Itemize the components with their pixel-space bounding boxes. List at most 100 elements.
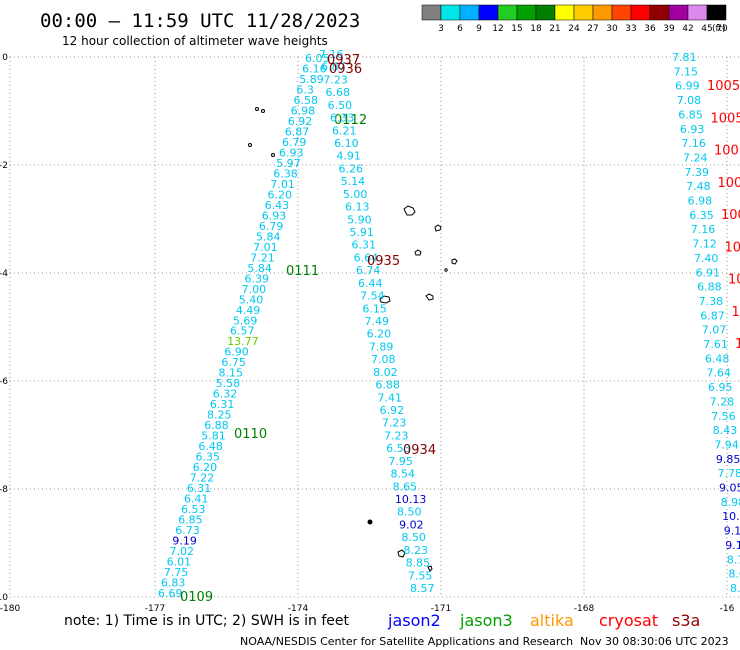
wave-height-label: 9.85 (716, 453, 740, 466)
wave-height-label: 1005 (711, 111, 740, 126)
legend-label: 18 (530, 24, 542, 34)
wave-height-label: 6.53 (181, 503, 206, 516)
footer-note: note: 1) Time is in UTC; 2) SWH is in fe… (64, 613, 350, 629)
wave-height-label: 6.13 (345, 201, 370, 214)
legend-swatch (421, 4, 442, 21)
legend-label: 36 (644, 24, 656, 34)
legend-label: 70 (716, 24, 728, 34)
x-tick-label: -171 (431, 604, 451, 614)
wave-height-label: 7.38 (699, 295, 724, 308)
wave-height-label: 6.20 (268, 188, 293, 201)
legend-swatch (611, 4, 632, 21)
wave-height-label: 8.25 (207, 409, 232, 422)
wave-height-label: 7.16 (319, 48, 344, 61)
axis-ticks: 0 -2 -4 -6 -8 -10-180 -177 -174 -171 -168 -16 (0, 53, 735, 614)
wave-height-label: 10.13 (395, 493, 427, 506)
legend-swatch (516, 4, 537, 21)
wave-height-label: 7.75 (164, 566, 189, 579)
legend-label: 39 (663, 24, 675, 34)
wave-height-label: 6.91 (696, 266, 721, 279)
wave-height-label: 10 (728, 273, 740, 288)
wave-height-label: 8.59 (730, 582, 740, 595)
wave-height-label: 7.23 (382, 417, 407, 430)
pass-time-label: 0111 (286, 264, 319, 279)
wave-height-label: 6.92 (380, 404, 405, 417)
map-subtitle: 12 hour collection of altimeter wave hei… (62, 34, 328, 48)
wave-height-label: 6.73 (175, 524, 200, 537)
wave-height-label: 7.23 (323, 73, 348, 86)
wave-height-label: 1 (735, 337, 740, 352)
wave-height-label: 8.64 (728, 568, 740, 581)
wave-height-label: 13.77 (227, 335, 258, 348)
wave-height-label: 6.98 (291, 104, 316, 117)
legend-swatch (687, 4, 708, 21)
wave-height-label: 6.87 (321, 61, 346, 74)
wave-height-label: 6.79 (282, 136, 307, 149)
legend-swatch (440, 4, 461, 21)
wave-height-label: 5.00 (343, 188, 368, 201)
wave-height-label: 8.50 (397, 506, 422, 519)
wave-height-label: 6.74 (356, 264, 381, 277)
wave-height-label: 8.98 (721, 496, 740, 509)
legend-swatch (459, 4, 480, 21)
wave-height-label: 6.38 (273, 167, 298, 180)
pass-time-label: 0110 (234, 427, 267, 442)
footer: note: 1) Time is in UTC; 2) SWH is in fe… (64, 611, 729, 648)
wave-height-label: 7.02 (170, 545, 195, 558)
y-tick-label: -6 (0, 377, 8, 387)
wave-height-label: 7.15 (674, 65, 699, 78)
wave-height-label: 8.50 (401, 531, 426, 544)
wave-height-label: 6.20 (367, 328, 392, 341)
track-b: 7.166.877.236.686.506.336.216.104.916.26… (319, 48, 436, 595)
wave-height-label: 7.39 (685, 166, 710, 179)
wave-height-label: 9.02 (399, 518, 424, 531)
track-d: 1005 1005 100 100 100 10 10 10 1 (707, 79, 740, 352)
wave-height-label: 5.40 (239, 293, 263, 306)
wave-height-label: 4.91 (336, 150, 361, 163)
satellite-name: cryosat (599, 611, 658, 630)
wave-height-label: 7.16 (691, 223, 716, 236)
wave-height-label: 5.89 (299, 73, 324, 86)
map-title: 00:00 – 11:59 UTC 11/28/2023 (40, 10, 360, 32)
pass-time-label: 0937 (327, 53, 360, 68)
wave-height-label: 6.95 (708, 381, 733, 394)
wave-height-label: 9.19 (172, 535, 197, 548)
wave-height-label: 7.40 (694, 252, 719, 265)
wave-height-label: 6.33 (330, 112, 355, 125)
wave-height-label: 5.58 (216, 377, 241, 390)
y-tick-label: -2 (0, 161, 8, 171)
wave-height-label: 8.02 (373, 366, 398, 379)
legend-label: 45 (701, 24, 712, 34)
wave-height-label: 10 (732, 305, 740, 320)
track-a: 6.056.165.896.36.586.986.926.876.796.935… (158, 52, 367, 605)
wave-height-label: 6.83 (161, 577, 186, 590)
wave-height-label: 10 (725, 240, 740, 255)
island (403, 205, 416, 216)
legend-swatch (592, 4, 613, 21)
x-tick-label: -174 (288, 604, 309, 614)
wave-height-label: 6.85 (678, 108, 703, 121)
wave-height-label: 100 (721, 208, 740, 223)
legend-swatch (668, 4, 689, 21)
wave-height-label: 5.14 (341, 175, 366, 188)
wave-height-label: 6.87 (285, 125, 310, 138)
wave-height-label: 5.81 (201, 430, 226, 443)
footer-credit: NOAA/NESDIS Center for Satellite Applica… (240, 635, 573, 648)
legend-label: 12 (492, 24, 503, 34)
wave-height-label: 6.85 (178, 514, 203, 527)
wave-height-label: 9.13 (724, 525, 740, 538)
wave-height-label: 6.21 (332, 124, 357, 137)
wave-height-label: 4.49 (236, 304, 261, 317)
wave-height-label: 6.88 (375, 379, 400, 392)
wave-height-label: 6.48 (705, 352, 730, 365)
wave-height-label: 7.89 (369, 340, 394, 353)
island (425, 293, 434, 301)
wave-height-label: 7.48 (686, 180, 711, 193)
satellite-legend: jason2 jason3 altika cryosat s3a (387, 611, 700, 630)
wave-height-label: 7.24 (683, 151, 708, 164)
wave-height-label: 7.16 (681, 137, 706, 150)
wave-height-label: 5.69 (233, 314, 257, 327)
pass-time-label: 0936 (329, 62, 362, 77)
wave-height-label: 9.11 (725, 539, 740, 552)
